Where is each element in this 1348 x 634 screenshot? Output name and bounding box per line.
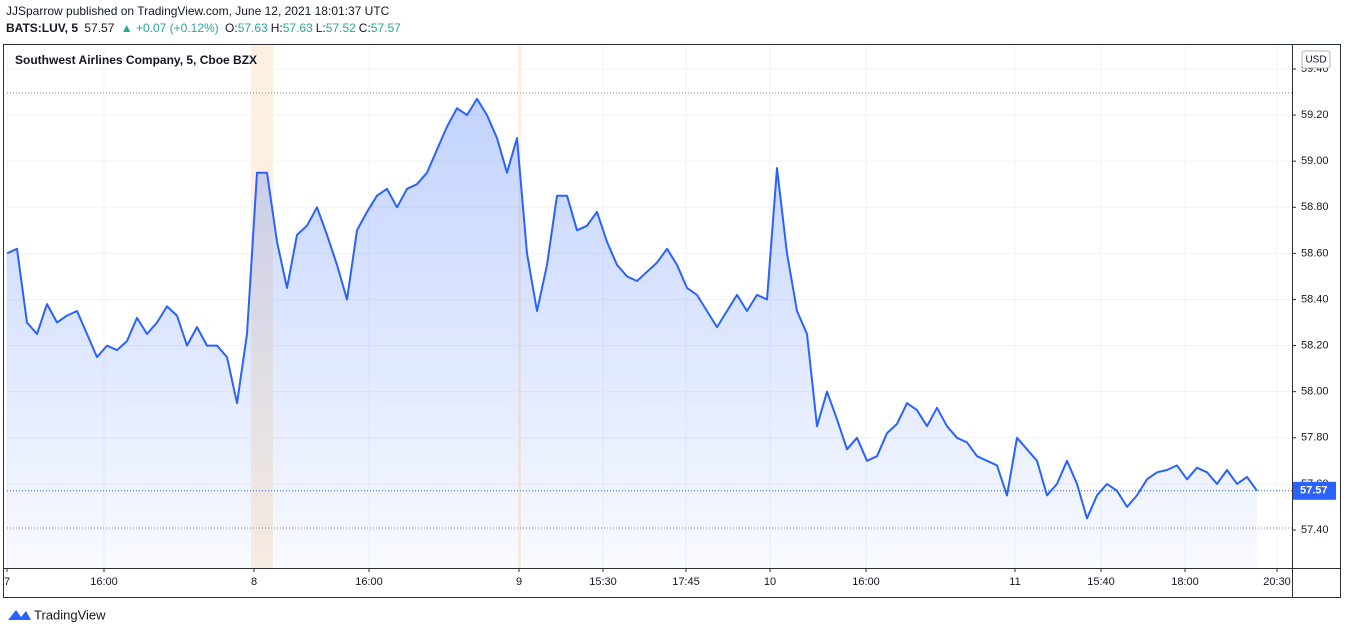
symbol: BATS:LUV, 5 xyxy=(6,21,79,35)
y-tick-label: 58.00 xyxy=(1301,386,1329,398)
ohlc: O:57.63 H:57.63 L:57.52 C:57.57 xyxy=(225,21,404,35)
ohlc-label: O: xyxy=(225,21,238,35)
last-price-label: 57.57 xyxy=(1300,485,1328,497)
y-tick-label: 58.20 xyxy=(1301,339,1329,351)
line xyxy=(6,97,1258,520)
x-tick-label: 20:30 xyxy=(1263,576,1291,588)
x-tick-label: 18:00 xyxy=(1171,576,1199,588)
x-tick-label: 16:00 xyxy=(90,576,118,588)
y-tick-label: 57.40 xyxy=(1301,524,1329,536)
last-price-box xyxy=(1293,481,1336,500)
x-tick-label: 8 xyxy=(251,576,257,588)
y-tick-label: 57.80 xyxy=(1301,432,1329,444)
x-tick-label: 17:45 xyxy=(672,576,700,588)
x-tick-label: 15:30 xyxy=(589,576,617,588)
change: ▲ +0.07 (+0.12%) xyxy=(120,21,219,35)
x-tick-label: 16:00 xyxy=(852,576,880,588)
ohlc-label: L: xyxy=(315,21,326,35)
y-tick-label: 58.80 xyxy=(1301,201,1329,213)
x-tick-label: 7 xyxy=(4,576,10,588)
currency: USD xyxy=(1305,55,1326,66)
frame xyxy=(3,44,1341,598)
footer: TradingView xyxy=(34,607,106,622)
price: 57.57 xyxy=(84,21,115,35)
x-tick-label: 9 xyxy=(516,576,522,588)
y-tick-label: 58.60 xyxy=(1301,247,1329,259)
y-tick-label: 59.00 xyxy=(1301,155,1329,167)
legend-label: Southwest Airlines Company, 5, Cboe BZX xyxy=(15,53,257,67)
ohlc-label: C: xyxy=(358,21,371,35)
ohlc-value: 57.57 xyxy=(370,21,401,35)
logo xyxy=(8,610,31,620)
x-tick-label: 16:00 xyxy=(355,576,383,588)
x-tick-label: 11 xyxy=(1009,576,1020,588)
ohlc-value: 57.52 xyxy=(325,21,356,35)
x-tick-label: 10 xyxy=(764,576,776,588)
symbol-line: BATS:LUV, 5 57.57 ▲ +0.07 (+0.12%) O:57.… xyxy=(6,21,407,35)
y-tick-label: 58.40 xyxy=(1301,293,1329,305)
currency-box xyxy=(1301,50,1331,69)
publisher-line: JJSparrow published on TradingView.com, … xyxy=(6,4,390,18)
x-tick-label: 15:40 xyxy=(1087,576,1115,588)
ohlc-value: 57.63 xyxy=(237,21,268,35)
ohlc-value: 57.63 xyxy=(282,21,313,35)
ohlc-label: H: xyxy=(270,21,283,35)
y-tick-label: 59.20 xyxy=(1301,109,1329,121)
